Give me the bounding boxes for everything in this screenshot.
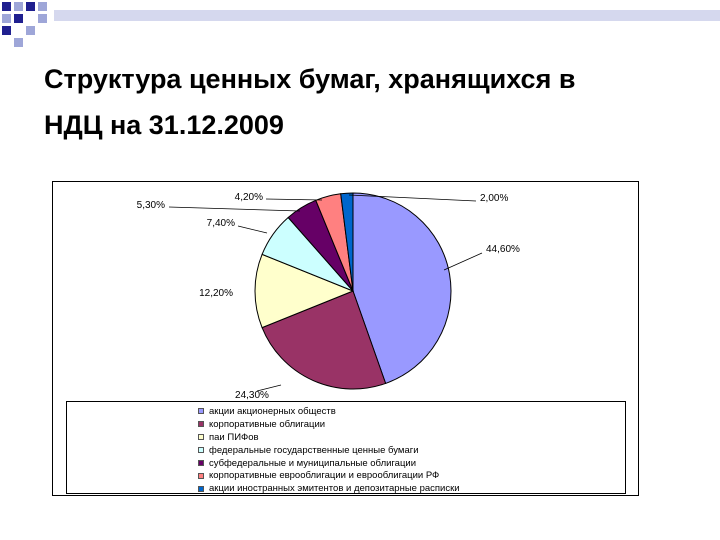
legend-item: корпоративные еврооблигации и еврооблига… <box>198 469 625 482</box>
deco-square <box>2 26 11 35</box>
corner-decoration <box>2 2 720 47</box>
legend-swatch <box>198 460 204 466</box>
legend-swatch <box>198 447 204 454</box>
legend-item: федеральные государственные ценные бумаг… <box>198 444 625 457</box>
legend-swatch <box>198 421 204 428</box>
deco-square <box>26 2 35 11</box>
legend-label: паи ПИФов <box>209 431 259 443</box>
legend-label: корпоративные облигации <box>209 418 326 430</box>
leader-line <box>256 384 282 392</box>
pie-chart: 44,60% 24,30% 12,20% 7,40% 5,30% 4,20% 2,00% <box>137 192 520 401</box>
deco-square <box>38 2 47 11</box>
deco-square <box>38 14 47 23</box>
legend-item: паи ПИФов <box>198 431 625 444</box>
legend-item: субфедеральные и муниципальные облигации <box>198 457 625 470</box>
data-label: 12,20% <box>199 288 233 299</box>
deco-square <box>14 38 23 47</box>
data-label: 2,00% <box>480 193 508 204</box>
legend-swatch <box>198 434 204 441</box>
pie-slice <box>340 192 354 292</box>
deco-square <box>26 26 35 35</box>
data-label: 4,20% <box>235 192 263 203</box>
leader-line <box>168 206 301 212</box>
data-label: 7,40% <box>207 218 235 229</box>
legend-swatch <box>198 485 204 492</box>
data-label: 5,30% <box>137 200 165 211</box>
leader-line <box>265 198 323 201</box>
leader-line <box>443 252 483 271</box>
legend-label: субфедеральные и муниципальные облигации <box>209 457 417 469</box>
legend-item: акции иностранных эмитентов и депозитарн… <box>198 482 625 495</box>
slide-title: Структура ценных бумаг, хранящихся в НДЦ… <box>44 56 704 148</box>
legend-label: акции акционерных обществ <box>209 405 336 417</box>
legend-item: корпоративные облигации <box>198 418 625 431</box>
data-label: 44,60% <box>486 244 520 255</box>
deco-bar <box>54 10 720 21</box>
deco-square <box>2 2 11 11</box>
slide-title-line-1: Структура ценных бумаг, хранящихся в <box>44 64 576 94</box>
data-label: 24,30% <box>235 390 269 401</box>
slide-title-line-2: НДЦ на 31.12.2009 <box>44 110 284 140</box>
deco-square <box>2 14 11 23</box>
pie-slice <box>254 253 355 329</box>
legend-label: акции иностранных эмитентов и депозитарн… <box>209 483 460 495</box>
legend-item: акции акционерных обществ <box>198 405 625 418</box>
deco-square <box>14 14 23 23</box>
leader-line <box>348 194 477 202</box>
deco-square <box>14 2 23 11</box>
leader-line <box>237 225 268 234</box>
legend-label: корпоративные еврооблигации и еврооблига… <box>209 470 440 482</box>
pie-slice <box>352 192 452 385</box>
legend-swatch <box>198 408 204 415</box>
legend-label: федеральные государственные ценные бумаг… <box>209 444 419 456</box>
legend-swatch <box>198 472 204 479</box>
chart-legend: акции акционерных обществ корпоративные о… <box>66 401 626 494</box>
